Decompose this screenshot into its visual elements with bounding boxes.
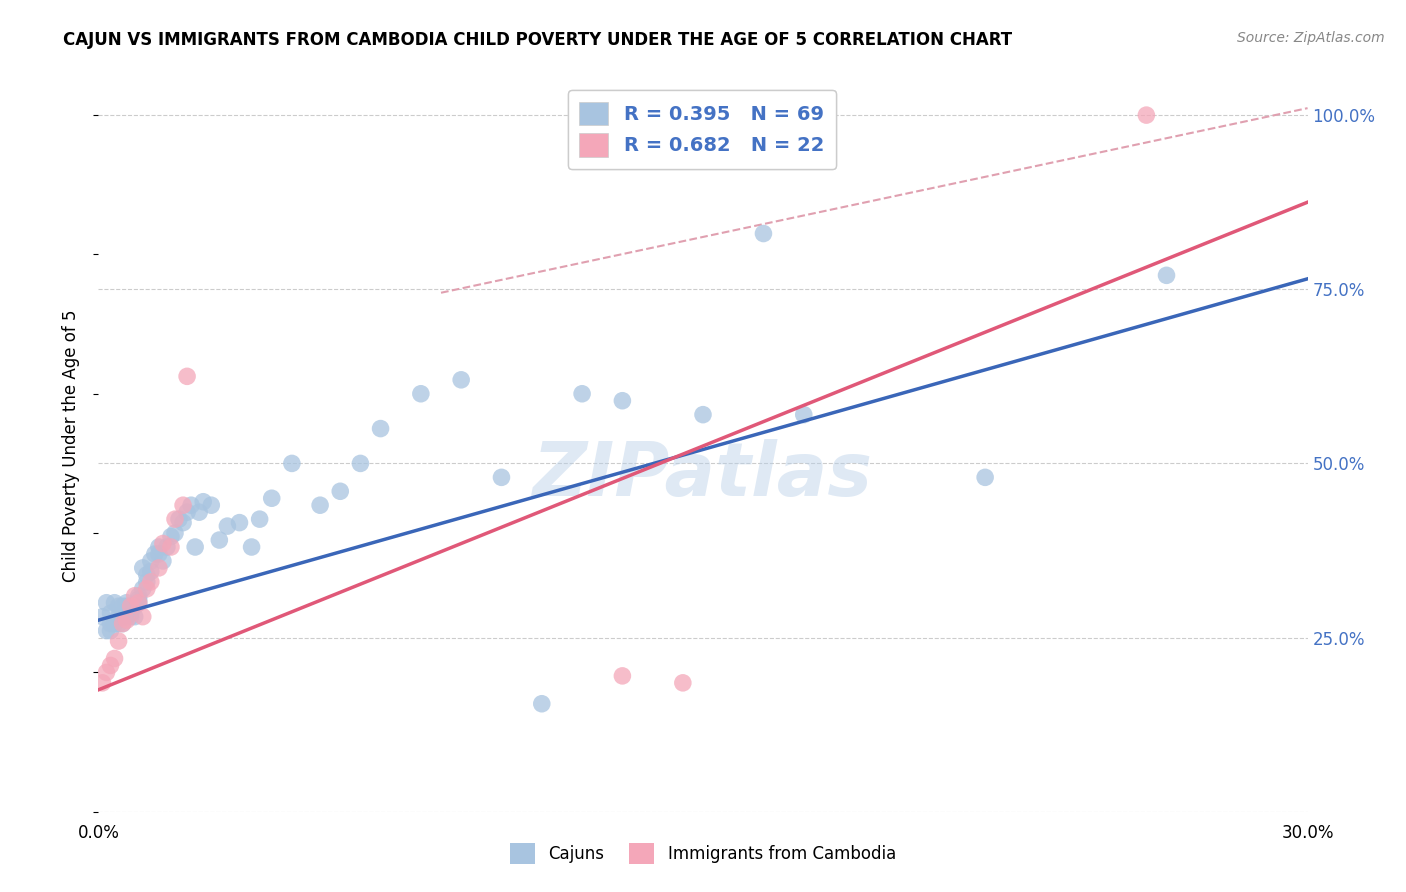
Point [135,567,157,582]
Point [111,609,134,624]
Point [111,599,134,614]
Point [107,609,129,624]
Point [329,484,352,499]
Point [240,540,263,554]
Point [91,676,114,690]
Point [135,582,157,596]
Point [128,592,150,607]
Point [184,540,207,554]
Point [692,408,714,422]
Point [135,574,157,589]
Point [172,498,194,512]
Point [115,609,138,624]
Point [139,574,162,589]
Point [100,606,122,620]
Point [200,498,222,512]
Point [124,599,146,614]
Point [148,561,170,575]
Point [124,589,146,603]
Point [120,599,142,614]
Point [281,457,304,471]
Point [180,498,202,512]
Point [370,421,392,435]
Point [120,606,142,620]
Point [128,596,150,610]
Point [156,540,179,554]
Point [672,676,695,690]
Point [132,561,155,575]
Point [100,658,122,673]
Text: ZIPatlas: ZIPatlas [533,439,873,512]
Point [132,609,155,624]
Point [1156,268,1178,283]
Point [172,516,194,530]
Text: CAJUN VS IMMIGRANTS FROM CAMBODIA CHILD POVERTY UNDER THE AGE OF 5 CORRELATION C: CAJUN VS IMMIGRANTS FROM CAMBODIA CHILD … [63,31,1012,49]
Point [208,533,231,547]
Point [132,582,155,596]
Point [160,530,183,544]
Point [128,589,150,603]
Point [115,599,138,614]
Point [260,491,283,506]
Text: Source: ZipAtlas.com: Source: ZipAtlas.com [1237,31,1385,45]
Point [96,624,118,638]
Point [167,512,190,526]
Point [450,373,472,387]
Point [100,624,122,638]
Point [228,516,250,530]
Point [115,596,138,610]
Point [148,540,170,554]
Point [120,609,142,624]
Point [103,596,125,610]
Point [176,369,198,384]
Point [1135,108,1157,122]
Point [107,599,129,614]
Point [96,665,118,680]
Point [188,505,211,519]
Point [176,505,198,519]
Point [530,697,553,711]
Point [309,498,332,512]
Point [612,669,634,683]
Point [115,613,138,627]
Point [107,616,129,631]
Legend: Cajuns, Immigrants from Cambodia: Cajuns, Immigrants from Cambodia [503,837,903,871]
Point [160,540,183,554]
Legend: R = 0.395   N = 69, R = 0.682   N = 22: R = 0.395 N = 69, R = 0.682 N = 22 [568,90,837,169]
Point [100,616,122,631]
Point [409,386,432,401]
Point [111,616,134,631]
Point [128,596,150,610]
Point [120,599,142,614]
Point [152,536,174,550]
Point [249,512,271,526]
Point [163,512,186,526]
Point [752,227,775,241]
Point [111,616,134,631]
Point [148,547,170,561]
Point [974,470,997,484]
Point [793,408,815,422]
Point [143,547,166,561]
Point [96,596,118,610]
Point [217,519,239,533]
Point [103,616,125,631]
Point [103,651,125,665]
Point [91,609,114,624]
Point [107,634,129,648]
Point [139,565,162,579]
Point [193,494,215,508]
Point [115,606,138,620]
Point [571,386,593,401]
Point [124,609,146,624]
Y-axis label: Child Poverty Under the Age of 5: Child Poverty Under the Age of 5 [62,310,80,582]
Point [612,393,634,408]
Point [349,457,371,471]
Point [152,554,174,568]
Point [163,526,186,541]
Point [139,554,162,568]
Point [491,470,513,484]
